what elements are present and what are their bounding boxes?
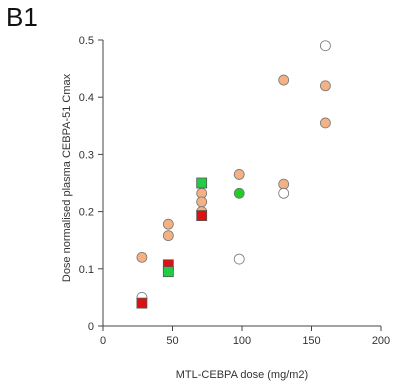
- data-point-circle: [278, 187, 290, 199]
- y-axis-label: Dose normalised plasma CEBPA-51 Cmax: [61, 73, 73, 282]
- x-tick-label: 150: [302, 335, 320, 347]
- data-points: [136, 40, 331, 309]
- data-point-circle: [162, 218, 174, 230]
- data-point-circle: [233, 169, 245, 180]
- data-point-circle: [233, 187, 245, 199]
- y-tick-label: 0.5: [79, 35, 94, 47]
- data-point-circle: [162, 230, 174, 242]
- axes: [102, 40, 381, 327]
- x-tick-label: 50: [166, 335, 178, 347]
- data-point-square: [162, 266, 174, 278]
- x-tick-label: 200: [372, 335, 390, 347]
- ticks: 0 50 100 150 200 0 0.1 0.2 0.3 0.4 0.5: [79, 35, 390, 347]
- data-point-circle: [278, 74, 290, 86]
- y-tick-label: 0.2: [79, 207, 94, 219]
- data-point-circle: [319, 80, 331, 92]
- data-point-circle: [278, 178, 290, 190]
- data-point-circle: [319, 117, 331, 129]
- y-tick-label: 0.3: [79, 149, 94, 161]
- data-point-square: [136, 297, 148, 309]
- data-point-circle: [136, 251, 148, 263]
- data-point-square: [196, 177, 208, 189]
- data-point-circle: [196, 196, 208, 208]
- y-tick-label: 0.1: [79, 264, 94, 276]
- data-point-circle: [319, 40, 331, 52]
- panel-label: B1: [6, 2, 38, 32]
- data-point-square: [196, 210, 208, 222]
- y-tick-label: 0.4: [79, 92, 94, 104]
- x-tick-label: 0: [100, 335, 106, 347]
- x-axis-label: MTL-CEBPA dose (mg/m2): [176, 369, 308, 381]
- data-point-circle: [233, 253, 245, 265]
- y-tick-label: 0: [88, 321, 94, 333]
- x-tick-label: 100: [233, 335, 251, 347]
